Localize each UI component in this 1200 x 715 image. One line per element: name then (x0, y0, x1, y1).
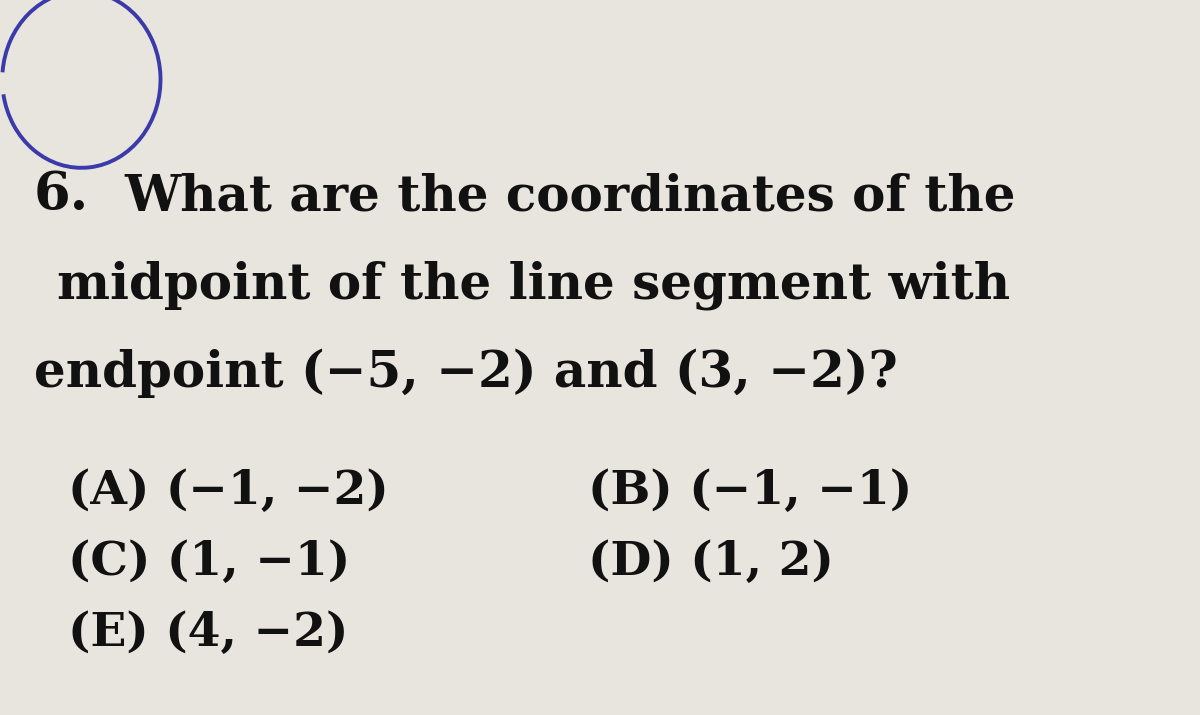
Text: What are the coordinates of the: What are the coordinates of the (125, 173, 1016, 222)
Text: (E) (4, −2): (E) (4, −2) (68, 610, 348, 656)
Text: 6.: 6. (34, 169, 89, 220)
Text: (C) (1, −1): (C) (1, −1) (68, 539, 350, 585)
Text: (D) (1, 2): (D) (1, 2) (588, 539, 834, 585)
Text: (B) (−1, −1): (B) (−1, −1) (588, 468, 912, 514)
Text: endpoint (−5, −2) and (3, −2)?: endpoint (−5, −2) and (3, −2)? (34, 349, 898, 398)
Text: midpoint of the line segment with: midpoint of the line segment with (56, 261, 1009, 310)
Text: (A) (−1, −2): (A) (−1, −2) (68, 468, 389, 514)
